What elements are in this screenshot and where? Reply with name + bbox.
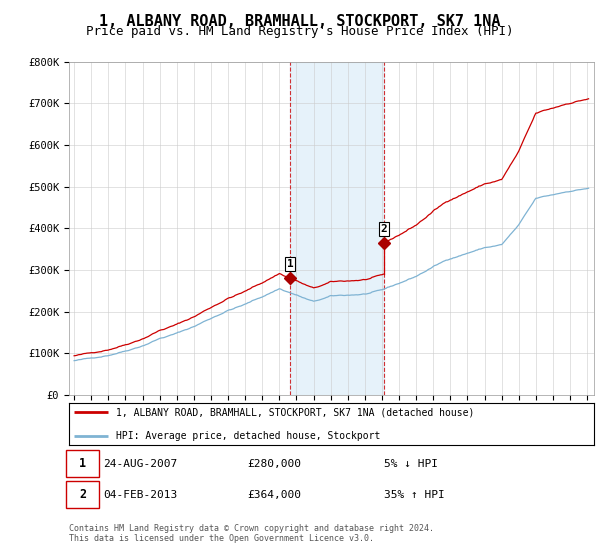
Text: £364,000: £364,000 bbox=[248, 490, 302, 500]
Text: Price paid vs. HM Land Registry's House Price Index (HPI): Price paid vs. HM Land Registry's House … bbox=[86, 25, 514, 38]
FancyBboxPatch shape bbox=[67, 482, 99, 508]
Text: 35% ↑ HPI: 35% ↑ HPI bbox=[384, 490, 445, 500]
Text: £280,000: £280,000 bbox=[248, 459, 302, 469]
Text: Contains HM Land Registry data © Crown copyright and database right 2024.
This d: Contains HM Land Registry data © Crown c… bbox=[69, 524, 434, 543]
Text: 04-FEB-2013: 04-FEB-2013 bbox=[103, 490, 178, 500]
Text: 1, ALBANY ROAD, BRAMHALL, STOCKPORT, SK7 1NA (detached house): 1, ALBANY ROAD, BRAMHALL, STOCKPORT, SK7… bbox=[116, 408, 475, 417]
Text: HPI: Average price, detached house, Stockport: HPI: Average price, detached house, Stoc… bbox=[116, 431, 380, 441]
Text: 2: 2 bbox=[79, 488, 86, 501]
Text: 1: 1 bbox=[79, 457, 86, 470]
FancyBboxPatch shape bbox=[67, 450, 99, 477]
Text: 1, ALBANY ROAD, BRAMHALL, STOCKPORT, SK7 1NA: 1, ALBANY ROAD, BRAMHALL, STOCKPORT, SK7… bbox=[99, 14, 501, 29]
Bar bbox=[290, 62, 384, 395]
Text: 1: 1 bbox=[287, 259, 293, 269]
Text: 5% ↓ HPI: 5% ↓ HPI bbox=[384, 459, 438, 469]
Text: 2: 2 bbox=[381, 224, 388, 234]
Text: 24-AUG-2007: 24-AUG-2007 bbox=[103, 459, 178, 469]
